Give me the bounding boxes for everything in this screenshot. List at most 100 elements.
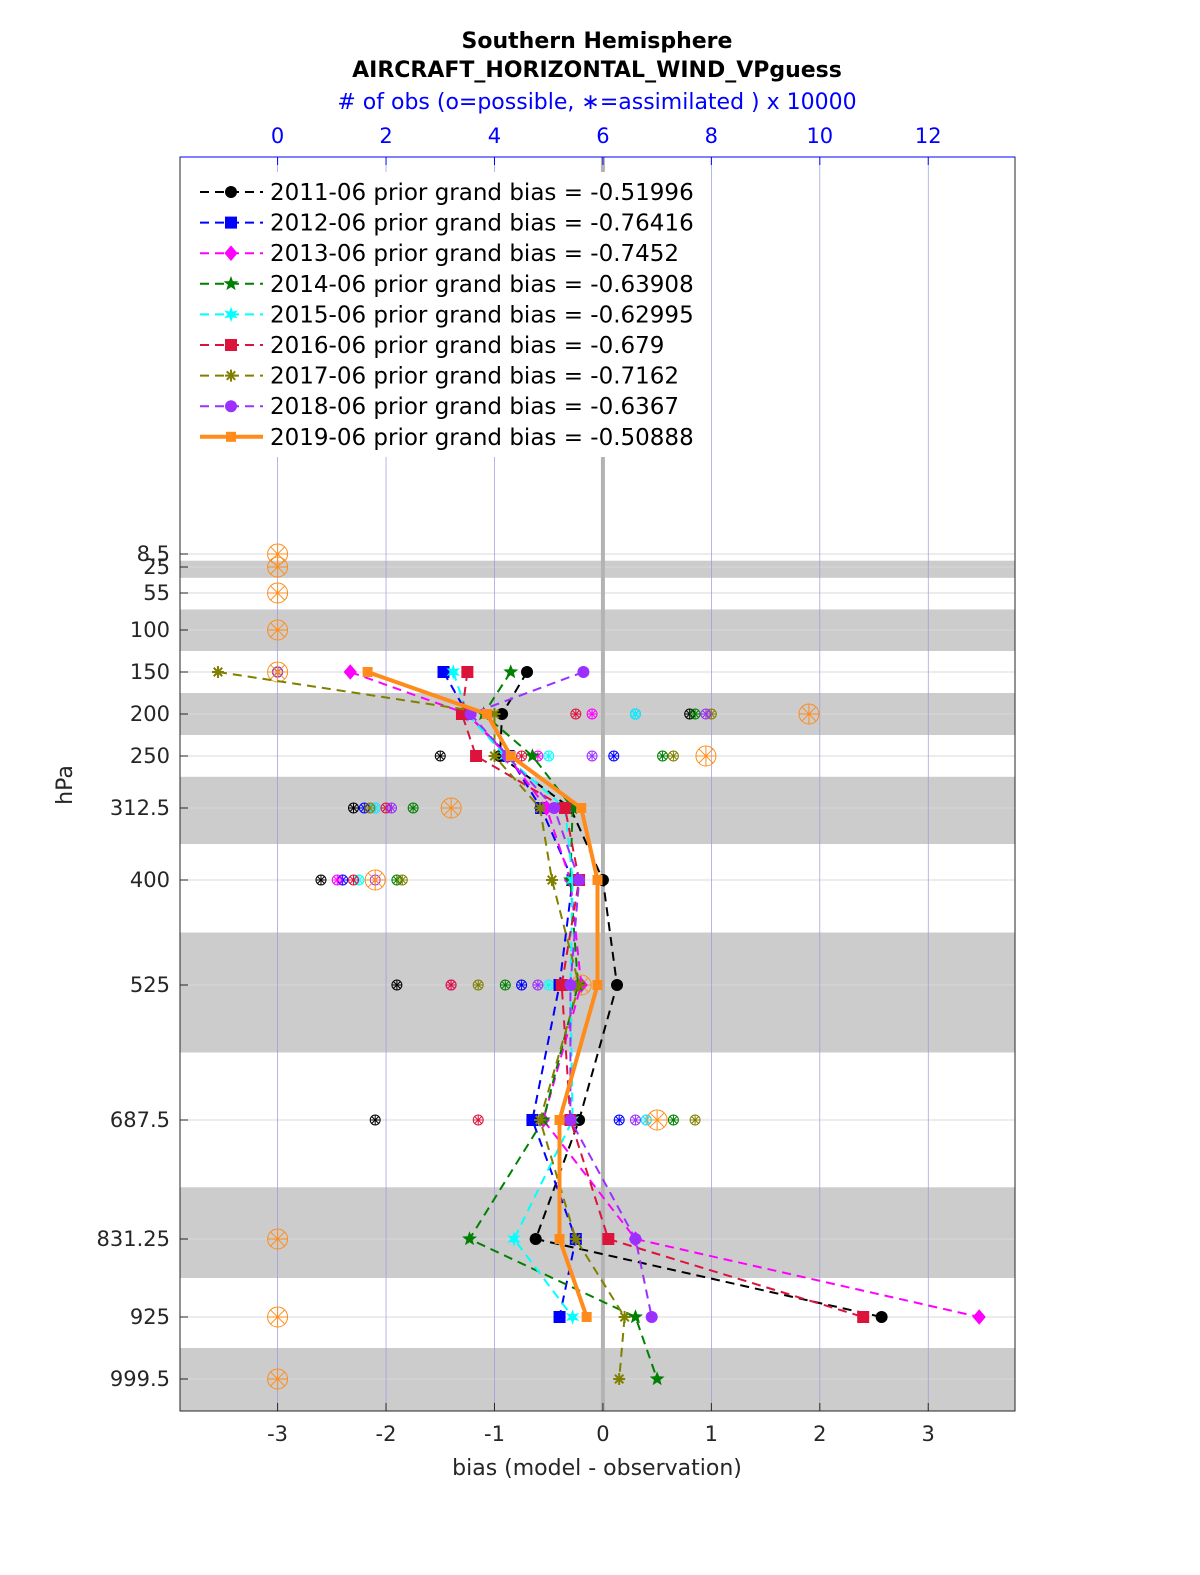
assimilated-star [631, 710, 640, 718]
data-point [569, 1233, 582, 1245]
assimilated-star [571, 710, 580, 718]
assimilated-star [349, 876, 358, 884]
data-point [534, 802, 547, 814]
assimilated-star [801, 706, 817, 722]
assimilated-star [349, 804, 358, 812]
data-point [470, 750, 483, 762]
obs-count-marker [407, 802, 419, 814]
obs-count-marker [364, 802, 376, 814]
data-point [503, 664, 519, 679]
y-tick-label: 250 [130, 744, 170, 768]
assimilated-star [649, 1112, 665, 1128]
marker-shape [553, 1311, 566, 1323]
legend-marker [223, 276, 239, 291]
legend-marker [225, 400, 237, 413]
marker-shape [592, 875, 603, 885]
top-tick-label: 2 [379, 124, 392, 148]
marker-shape [525, 748, 540, 763]
assimilated-star [658, 752, 667, 760]
obs-count-marker [608, 750, 620, 762]
data-point [565, 1309, 580, 1325]
data-point [496, 708, 509, 720]
marker-shape [529, 1233, 542, 1245]
data-point [613, 1373, 626, 1385]
obs-count-marker [689, 1114, 701, 1126]
y-tick-label: 831.25 [97, 1227, 170, 1251]
obs-count-marker [434, 750, 446, 762]
data-point [649, 1371, 665, 1386]
legend-entry: 2013-06 prior grand bias = -0.7452 [270, 241, 679, 267]
data-point [558, 802, 571, 814]
data-point [573, 979, 586, 991]
obs-count-marker [267, 1228, 289, 1250]
observation-count-markers [267, 543, 820, 1390]
data-point [455, 708, 468, 720]
top-tick-label: 8 [705, 124, 718, 148]
marker-shape [225, 339, 237, 351]
marker-stroke [619, 1312, 630, 1322]
marker-shape [461, 666, 474, 678]
series-lines [211, 664, 986, 1386]
series-line [452, 671, 574, 1318]
assimilated-star [609, 752, 618, 760]
legend-entry: 2014-06 prior grand bias = -0.63908 [270, 272, 694, 298]
data-point [564, 1114, 577, 1126]
data-point [539, 800, 554, 816]
obs-count-marker [348, 802, 360, 814]
assimilated-star [615, 1116, 624, 1124]
data-point [343, 664, 357, 680]
marker-shape [645, 1311, 658, 1323]
marker-shape [505, 751, 516, 761]
assimilated-star [443, 800, 459, 816]
data-point [362, 667, 373, 677]
top-axis-ticks: 0 2 4 6 8 10 12 [271, 124, 942, 165]
data-point [618, 1311, 631, 1323]
assimilated-star [409, 804, 418, 812]
legend-entry: 2011-06 prior grand bias = -0.51996 [270, 180, 694, 206]
legend-entry: 2012-06 prior grand bias = -0.76416 [270, 211, 694, 237]
assimilated-star [270, 559, 286, 575]
marker-shape [496, 708, 509, 720]
obs-count-marker [267, 556, 289, 578]
legend-marker [224, 306, 238, 323]
obs-count-marker [267, 1306, 289, 1328]
data-point [488, 750, 501, 762]
data-point [602, 1233, 615, 1245]
y-tick-label: 999.5 [110, 1367, 170, 1391]
assimilated-star [270, 1371, 286, 1387]
legend-marker [225, 369, 237, 382]
data-point [628, 1309, 643, 1324]
x-tick-label: -3 [267, 1422, 288, 1446]
legend-entry: 2019-06 prior grand bias = -0.50888 [270, 425, 694, 451]
shaded-band [180, 1187, 1015, 1278]
obs-count-marker [532, 979, 544, 991]
obs-count-marker [700, 708, 712, 720]
marker-shape [539, 800, 554, 816]
assimilated-star [588, 710, 596, 718]
assimilated-star [367, 872, 383, 888]
marker-shape [565, 1309, 580, 1325]
y-tick-label: 687.5 [110, 1108, 170, 1132]
assimilated-star [387, 804, 396, 812]
assimilated-star [474, 1116, 483, 1124]
assimilated-star [669, 752, 678, 760]
data-point [875, 1311, 888, 1323]
legend-marker [226, 431, 236, 442]
marker-shape [602, 1233, 615, 1245]
marker-shape [526, 1114, 539, 1126]
y-tick-label: 55 [143, 581, 170, 605]
x-tick-label: -1 [484, 1422, 505, 1446]
obs-count-marker [385, 802, 397, 814]
marker-shape [564, 979, 577, 991]
marker-shape [581, 1312, 592, 1322]
assimilated-star [317, 876, 325, 884]
assimilated-star [533, 981, 542, 989]
assimilated-star [371, 1116, 380, 1124]
bottom-axis-ticks: -3 -2 -1 0 1 2 3 [267, 1403, 935, 1446]
marker-stroke [213, 667, 223, 677]
y-tick-label: 200 [130, 702, 170, 726]
obs-count-marker [689, 708, 701, 720]
obs-count-marker [570, 708, 582, 720]
